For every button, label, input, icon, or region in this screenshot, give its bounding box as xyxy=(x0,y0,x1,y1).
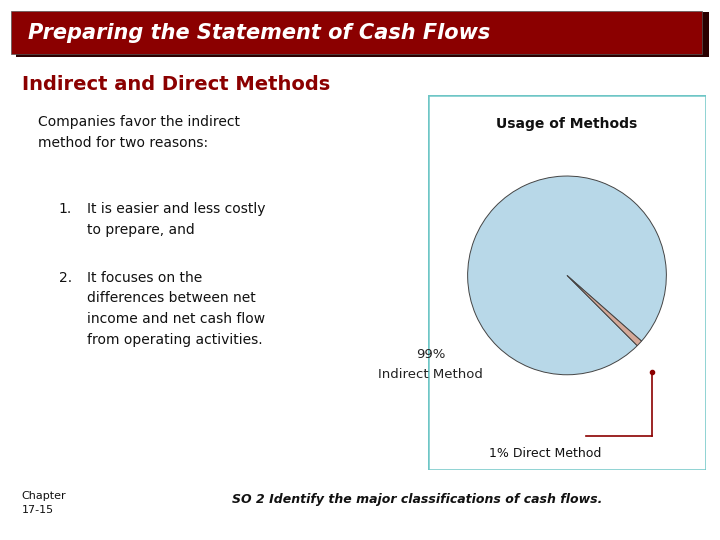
Wedge shape xyxy=(567,275,642,346)
Text: Indirect Method: Indirect Method xyxy=(378,368,483,381)
Text: It focuses on the
differences between net
income and net cash flow
from operatin: It focuses on the differences between ne… xyxy=(87,271,266,347)
Text: SO 2 Identify the major classifications of cash flows.: SO 2 Identify the major classifications … xyxy=(233,494,603,507)
Text: Indirect and Direct Methods: Indirect and Direct Methods xyxy=(22,75,330,94)
Wedge shape xyxy=(468,176,666,375)
Text: Usage of Methods: Usage of Methods xyxy=(496,117,638,131)
Text: 1% Direct Method: 1% Direct Method xyxy=(490,447,602,460)
Text: 2.: 2. xyxy=(58,271,72,285)
Text: Chapter
17-15: Chapter 17-15 xyxy=(22,491,66,515)
Text: 99%: 99% xyxy=(415,348,445,361)
Text: Preparing the Statement of Cash Flows: Preparing the Statement of Cash Flows xyxy=(28,23,490,43)
Text: It is easier and less costly
to prepare, and: It is easier and less costly to prepare,… xyxy=(87,202,266,237)
Text: Companies favor the indirect
method for two reasons:: Companies favor the indirect method for … xyxy=(38,115,240,150)
Text: 1.: 1. xyxy=(58,202,72,216)
